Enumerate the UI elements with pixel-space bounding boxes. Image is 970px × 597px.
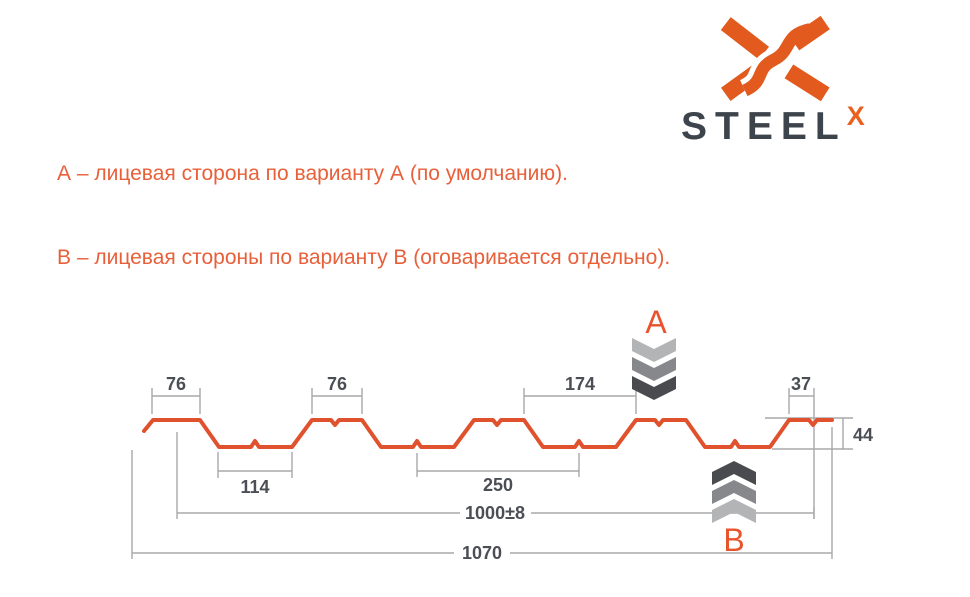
logo-x-top-left-arm xyxy=(720,17,770,60)
chevron-down-light-icon xyxy=(632,338,676,362)
dim-label-overall-width: 1070 xyxy=(462,543,502,563)
logo-wordmark: STEELX xyxy=(681,101,865,149)
variant-b-description: В – лицевая стороны по варианту В (огова… xyxy=(57,246,671,269)
dim-label-edge-flange: 37 xyxy=(791,374,811,394)
chevron-up-dark-icon xyxy=(712,461,756,485)
logo: STEELX xyxy=(0,0,970,150)
dim-label-top-gap: 174 xyxy=(565,374,595,394)
logo-x-top-right-arm xyxy=(790,15,830,51)
dimension-lines xyxy=(131,388,853,559)
dim-line-bottom-flange xyxy=(217,452,293,478)
steelx-logo-icon xyxy=(720,15,830,102)
chevron-down-dark-icon xyxy=(632,376,676,400)
dim-label-rib-pitch: 250 xyxy=(483,475,513,495)
dim-line-cover-width xyxy=(176,432,815,519)
logo-x-bottom-right-arm xyxy=(784,64,830,102)
dim-label-cover-width: 1000±8 xyxy=(465,503,525,523)
brand-name: STEEL xyxy=(681,105,847,148)
chevron-down-mid-icon xyxy=(632,357,676,381)
dim-label-bottom-flange: 114 xyxy=(240,477,269,497)
side-a-marker: А xyxy=(632,304,676,400)
dim-line-edge-flange xyxy=(788,388,815,519)
dim-line-top-gap xyxy=(523,388,637,414)
dim-label-profile-height: 44 xyxy=(853,425,873,445)
side-b-label: В xyxy=(723,522,744,558)
dim-label-top-flange-mid: 76 xyxy=(327,374,347,394)
variant-a-description: А – лицевая сторона по варианту А (по ум… xyxy=(57,162,568,185)
chevron-up-mid-icon xyxy=(712,480,756,504)
profile-path xyxy=(142,418,834,449)
dim-line-top-flange-left xyxy=(151,388,201,414)
brand-sup-x: X xyxy=(846,101,865,131)
side-a-label: А xyxy=(645,304,667,340)
dim-line-rib-pitch xyxy=(416,453,580,477)
dim-line-overall-width xyxy=(131,427,833,559)
dim-line-top-flange-mid xyxy=(311,388,363,414)
chevron-up-light-icon xyxy=(712,499,756,523)
dim-label-top-flange-left: 76 xyxy=(166,374,186,394)
side-b-marker: В xyxy=(712,461,756,558)
